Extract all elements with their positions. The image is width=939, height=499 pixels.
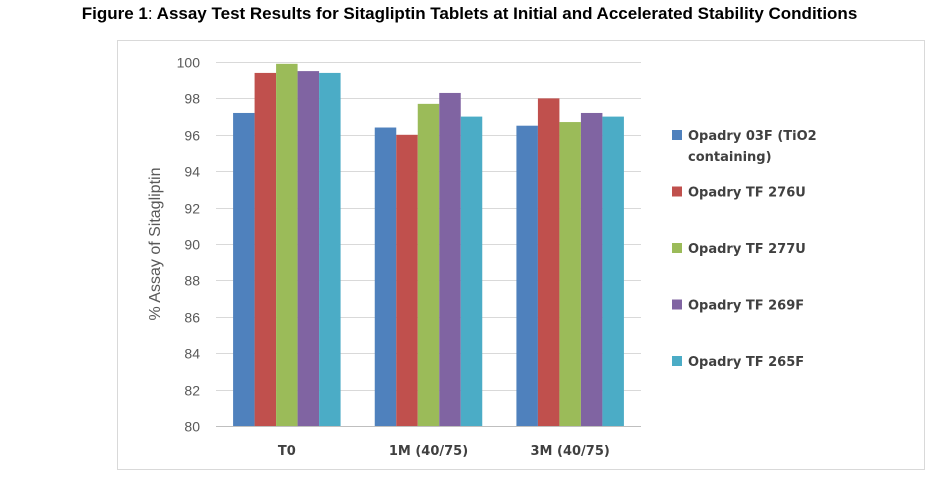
- y-tick-label: 88: [184, 273, 200, 289]
- y-tick-label: 96: [184, 128, 200, 144]
- bar: [319, 72, 341, 427]
- bar: [537, 98, 560, 427]
- bar: [439, 92, 461, 426]
- x-tick-label: 3M (40/75): [531, 444, 610, 459]
- bar: [276, 63, 298, 426]
- bar: [516, 125, 538, 426]
- x-tick-label: 1M (40/75): [389, 444, 468, 459]
- y-tick-label: 94: [184, 164, 200, 180]
- bar: [602, 116, 624, 426]
- chart-frame: [117, 40, 925, 470]
- legend-swatch: [672, 130, 682, 140]
- y-tick-label: 82: [184, 383, 200, 399]
- figure-separator: :: [147, 4, 153, 23]
- bar: [580, 112, 603, 427]
- y-tick-label: 92: [184, 201, 200, 217]
- bar: [374, 127, 397, 427]
- legend-swatch: [672, 356, 682, 366]
- y-tick-label: 80: [184, 419, 200, 435]
- legend-swatch: [672, 243, 682, 253]
- legend-swatch: [672, 186, 682, 197]
- legend-swatch: [672, 299, 682, 310]
- legend-label: containing): [688, 150, 772, 165]
- bar: [254, 72, 277, 427]
- legend-label: Opadry TF 265F: [688, 355, 804, 370]
- bar: [417, 103, 440, 427]
- figure-title-text: Assay Test Results for Sitagliptin Table…: [152, 4, 858, 23]
- legend-label: Opadry 03F (TiO2: [688, 129, 817, 144]
- bar: [297, 71, 320, 426]
- x-tick-label: T0: [278, 444, 296, 459]
- y-tick-label: 100: [177, 55, 201, 71]
- legend-label: Opadry TF 276U: [688, 186, 806, 201]
- legend-label: Opadry TF 269F: [688, 299, 804, 314]
- bar: [559, 122, 581, 426]
- figure-title: Figure 1: Assay Test Results for Sitagli…: [0, 4, 939, 24]
- legend-label: Opadry TF 277U: [688, 242, 806, 257]
- y-tick-label: 98: [184, 91, 200, 107]
- y-tick-label: 84: [184, 346, 200, 362]
- y-tick-label: 86: [184, 310, 200, 326]
- bar: [460, 116, 483, 426]
- y-tick-label: 90: [184, 237, 200, 253]
- bar: [396, 134, 418, 427]
- y-axis-label: % Assay of Sitagliptin: [147, 168, 164, 321]
- bar: [233, 112, 255, 427]
- figure-number: Figure 1: [81, 4, 148, 23]
